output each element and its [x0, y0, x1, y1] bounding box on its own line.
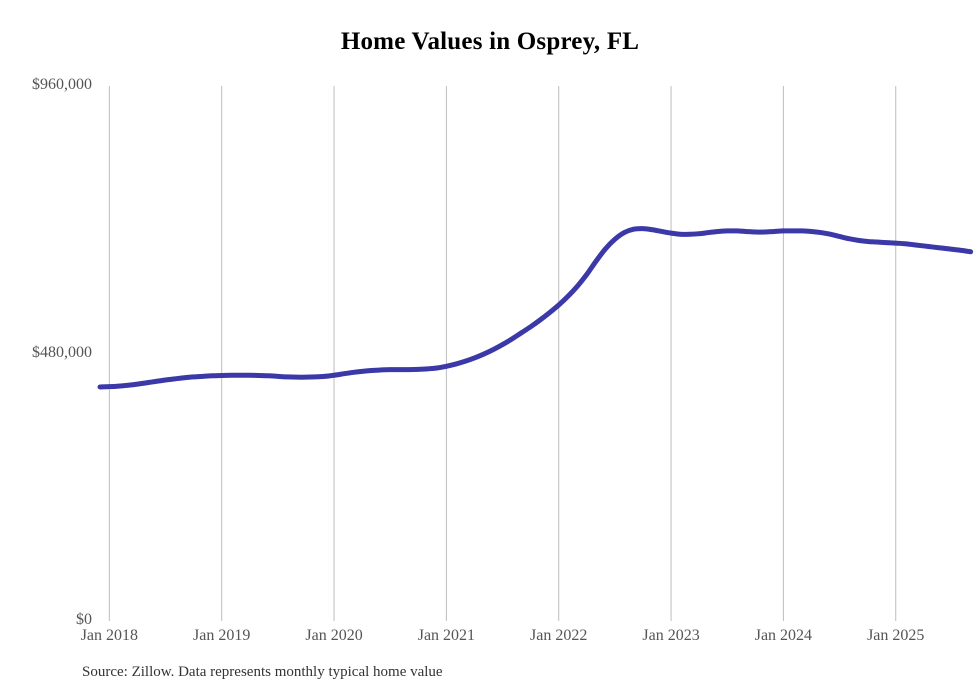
plot-area	[97, 86, 980, 621]
y-tick-label-0: $0	[76, 611, 92, 628]
x-tick-label-0: Jan 2018	[80, 627, 139, 644]
x-tick-label-6: Jan 2024	[754, 627, 813, 644]
x-tick-label-5: Jan 2023	[642, 627, 700, 644]
x-tick-label-4: Jan 2022	[530, 627, 588, 644]
gridlines	[108, 86, 897, 621]
source-note: Source: Zillow. Data represents monthly …	[82, 664, 443, 680]
x-tick-label-2: Jan 2020	[305, 627, 363, 644]
chart-title: Home Values in Osprey, FL	[340, 28, 640, 55]
series-group	[97, 226, 974, 390]
x-tick-label-7: Jan 2025	[867, 627, 925, 644]
y-tick-label-2: $960,000	[32, 76, 92, 93]
series-line-0	[97, 226, 974, 390]
y-axis: $0 $480,000 $960,000	[0, 0, 92, 699]
x-tick-label-1: Jan 2019	[193, 627, 251, 644]
y-tick-label-1: $480,000	[32, 343, 92, 361]
line-chart-svg	[97, 86, 974, 621]
x-tick-label-3: Jan 2021	[417, 627, 476, 644]
